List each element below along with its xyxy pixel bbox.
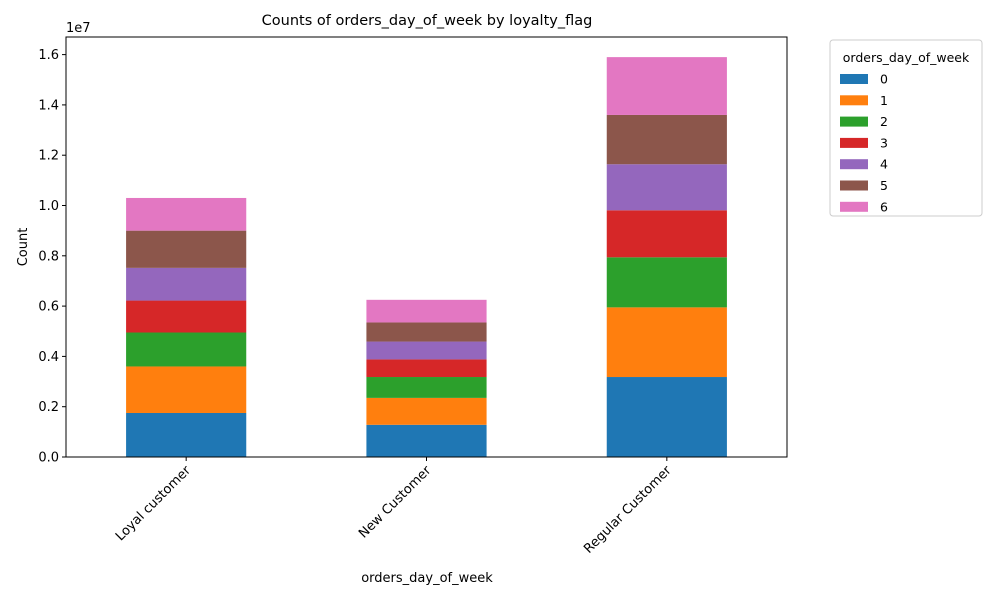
x-axis-ticks: Loyal customer New Customer Regular Custom… [113,457,675,557]
x-axis-label: orders_day_of_week [361,571,493,586]
y-axis-multiplier: 1e7 [66,21,91,36]
legend-entry-label: 2 [880,114,888,129]
legend-swatch [840,116,868,127]
x-tick-label: Loyal customer [113,463,194,544]
bar-segment [126,230,247,268]
bar-segment [126,267,247,301]
bar-segment [606,164,727,211]
legend-swatch [840,159,868,170]
x-tick-label: New Customer [356,463,435,542]
bar-segment [606,57,727,115]
legend-entry-label: 0 [880,72,888,87]
y-tick-label: 1.6 [38,48,59,63]
legend: orders_day_of_week 0 1 2 3 4 5 6 [829,39,983,217]
legend-swatch [840,201,868,212]
bar-segment [606,210,727,258]
bar-segment [126,300,247,333]
bar-segment [126,366,247,413]
bar-segment [366,359,487,378]
y-tick-label: 0.0 [38,451,59,466]
legend-entry-label: 6 [880,199,888,214]
y-tick-label: 0.4 [38,350,59,365]
y-axis-label: Count [16,228,31,267]
bar-segment [606,114,727,165]
legend-swatch [840,137,868,148]
bar-segment [126,412,247,457]
bar-segment [366,377,487,398]
legend-entry-label: 5 [880,178,888,193]
bar-segment [606,377,727,457]
y-tick-label: 0.8 [38,249,59,264]
legend-title: orders_day_of_week [843,50,970,65]
x-tick-label: Regular Customer [581,463,675,557]
bar-segment [366,341,487,360]
bar-segment [606,257,727,308]
legend-swatch [840,74,868,84]
y-axis-ticks: 0.0 0.2 0.4 0.6 0.8 1.0 1.2 1.4 1.6 [38,48,66,466]
bars-group [126,57,727,457]
bar-segment [606,307,727,378]
chart-title: Counts of orders_day_of_week by loyalty_… [262,13,593,29]
bar-segment [126,332,247,367]
y-tick-label: 0.6 [38,300,59,315]
bar-segment [366,322,487,342]
bar-segment [366,299,487,323]
bar-segment [366,397,487,425]
y-tick-label: 1.4 [38,98,59,113]
legend-entry-label: 3 [880,135,888,150]
bar-segment [366,424,487,457]
legend-entry-label: 1 [880,93,888,108]
legend-swatch [840,95,868,106]
y-tick-label: 1.0 [38,199,59,214]
legend-entry-label: 4 [880,157,888,172]
legend-swatch [840,180,868,191]
y-tick-label: 1.2 [38,149,59,164]
bar-segment [126,197,247,231]
plot-frame [65,36,788,458]
y-tick-label: 0.2 [38,400,59,415]
